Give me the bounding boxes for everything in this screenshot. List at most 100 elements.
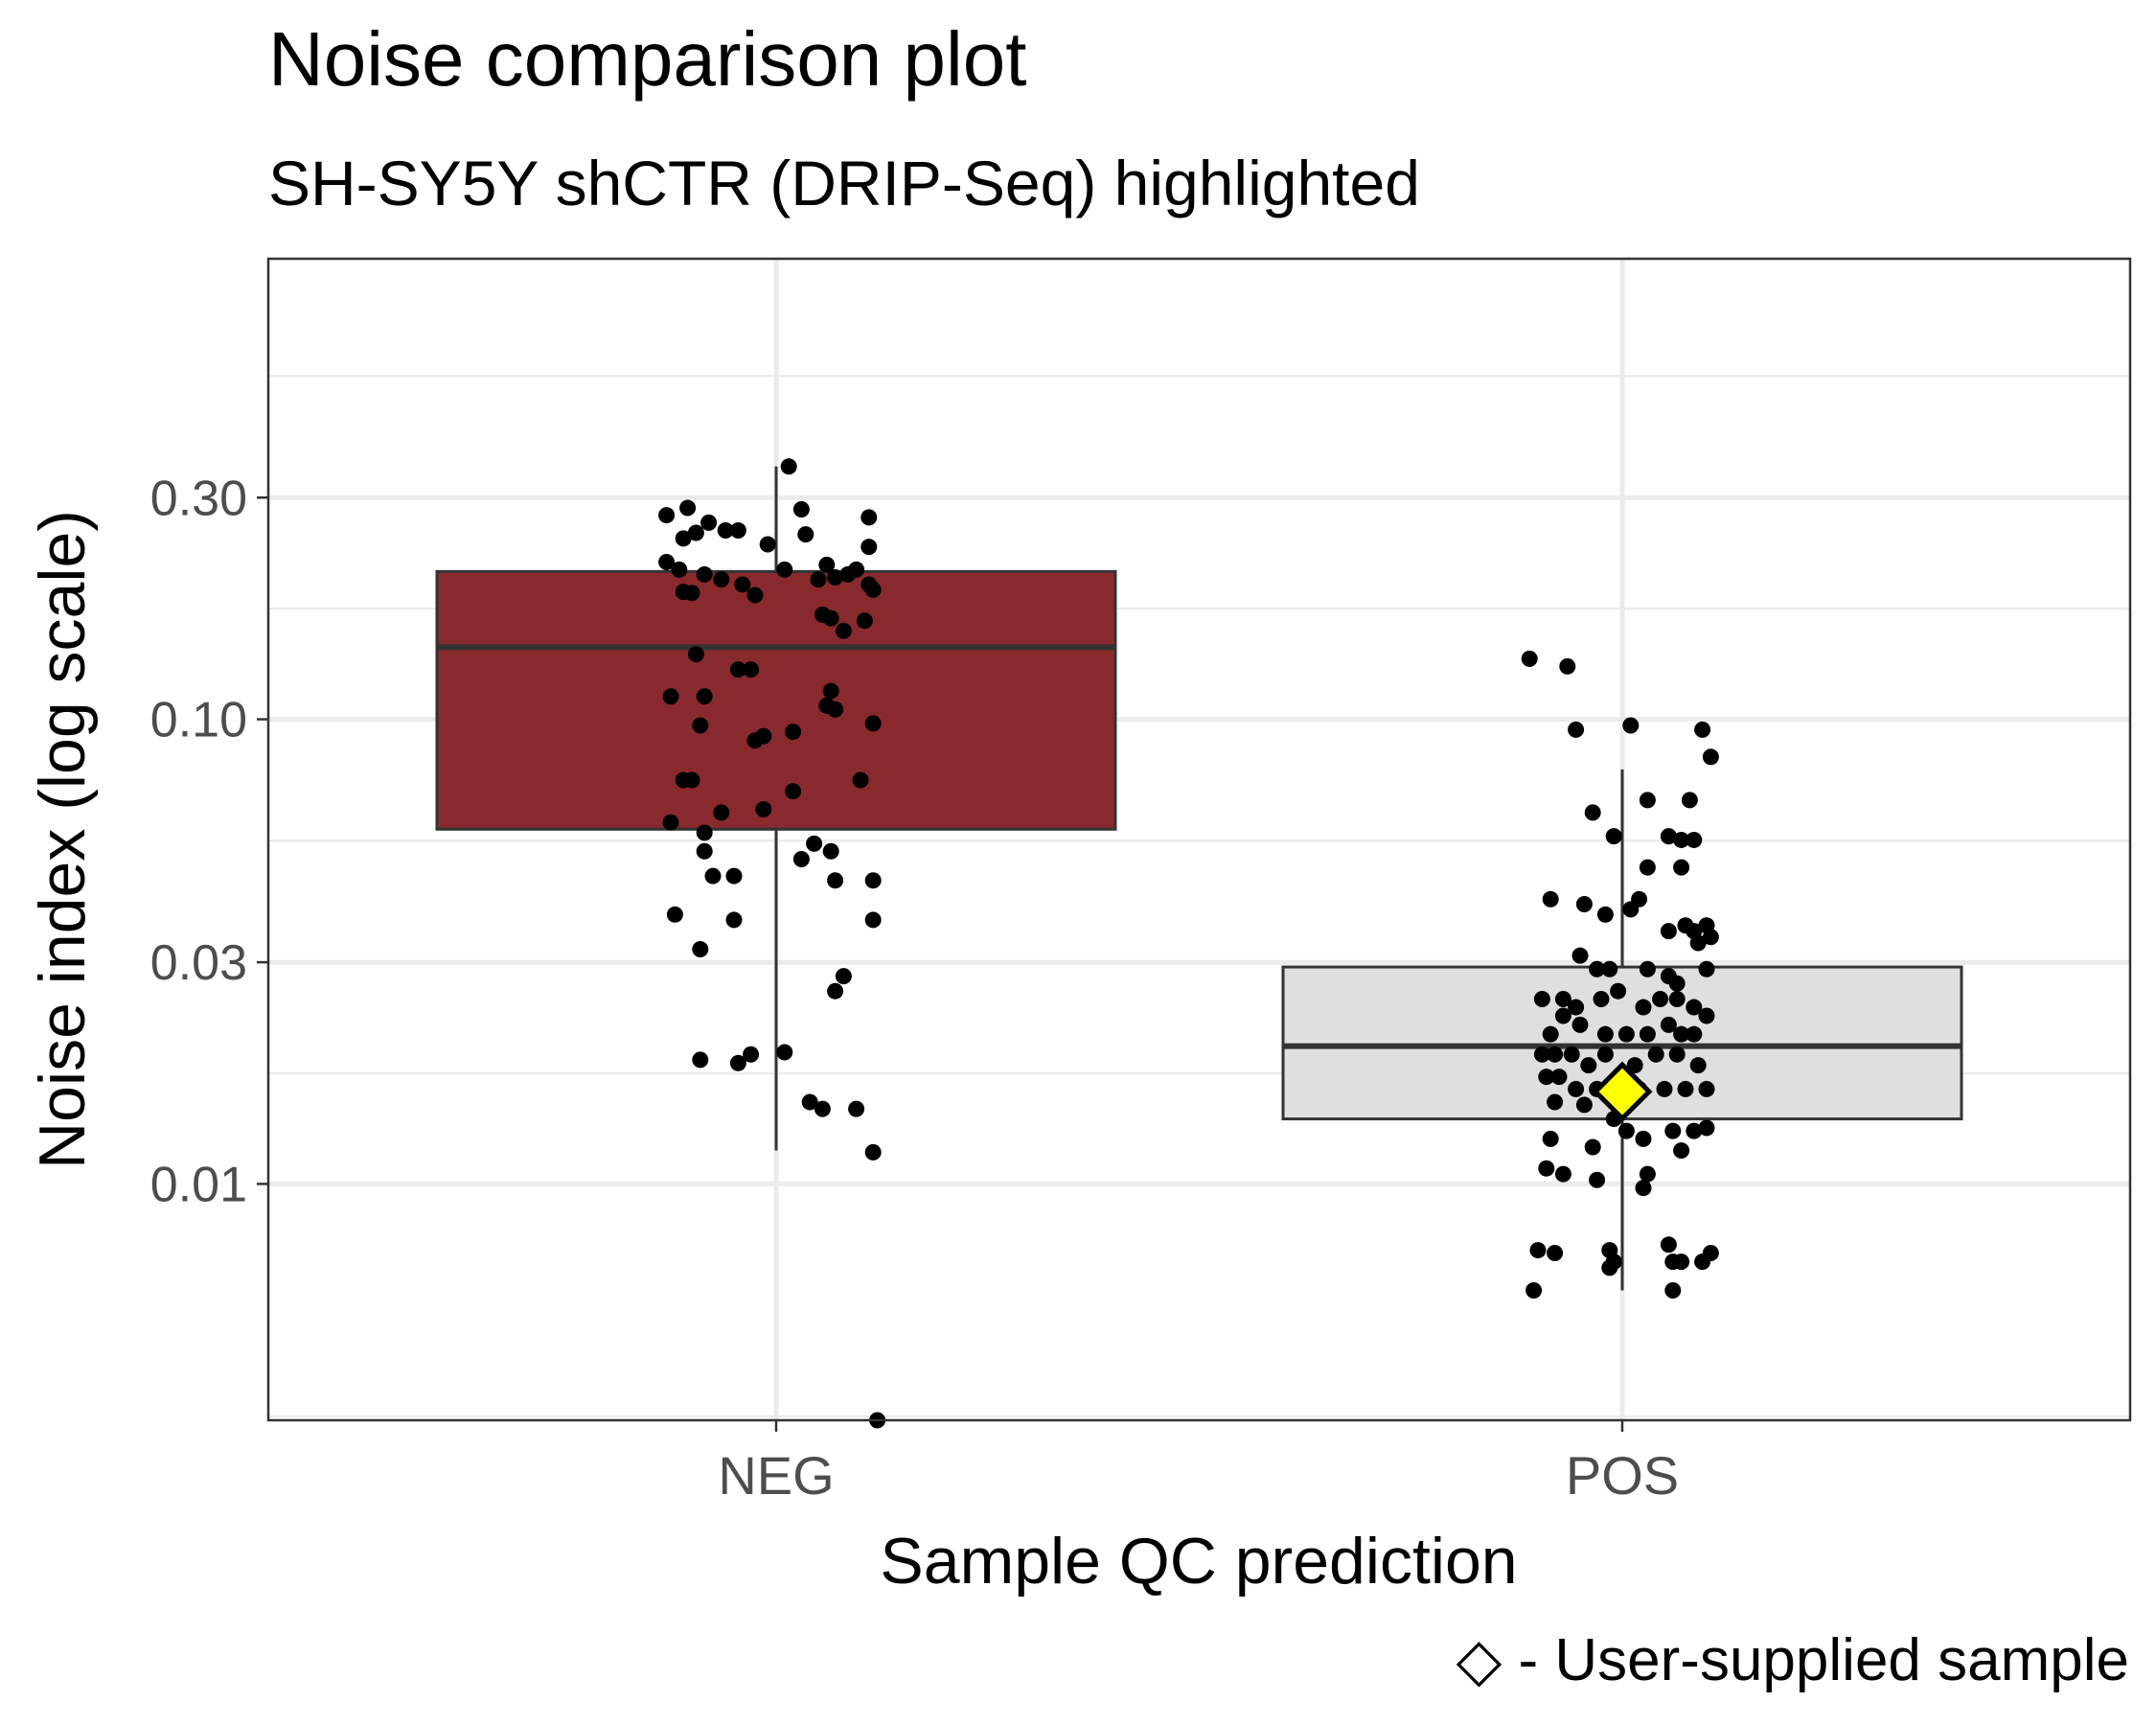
data-point (1698, 960, 1715, 978)
point-layer (658, 458, 1719, 1429)
data-point (1571, 1016, 1589, 1033)
data-point (822, 842, 839, 860)
data-point (1547, 1046, 1564, 1063)
data-point (864, 911, 882, 929)
data-point (1547, 1245, 1564, 1262)
data-point (692, 1051, 709, 1069)
data-point (729, 1054, 746, 1071)
data-point (1584, 1138, 1601, 1156)
data-point (1673, 1025, 1690, 1043)
x-tick-label: POS (1566, 1445, 1679, 1506)
data-point (729, 661, 746, 678)
data-point (675, 530, 692, 547)
data-point (1664, 1122, 1682, 1139)
data-point (755, 801, 772, 818)
y-tick-label: 0.01 (150, 1157, 247, 1212)
data-point (848, 561, 865, 578)
data-point (662, 814, 679, 831)
chart-title: Noise comparison plot (268, 16, 1027, 102)
data-point (1542, 1025, 1559, 1043)
data-point (1677, 1080, 1694, 1097)
data-point (700, 514, 718, 531)
data-point (780, 458, 797, 475)
data-point (1652, 990, 1669, 1007)
data-point (797, 526, 814, 543)
data-point (683, 771, 700, 789)
data-point (658, 507, 676, 524)
data-point (696, 565, 713, 583)
box-body (435, 569, 1117, 831)
data-point (1686, 831, 1703, 848)
data-point (725, 867, 743, 885)
data-point (1601, 960, 1618, 978)
data-point (1673, 1254, 1690, 1271)
legend-caption: ◇ - User-supplied sample (1456, 1627, 2129, 1693)
data-point (835, 622, 852, 639)
data-point (860, 539, 878, 556)
data-point (1639, 1025, 1656, 1043)
data-point (658, 553, 676, 570)
data-point (759, 536, 776, 553)
data-point (848, 1100, 865, 1117)
data-point (1575, 896, 1593, 913)
data-point (1635, 1130, 1652, 1147)
data-point (692, 940, 709, 957)
axis-layer: 0.01 0.03 0.10 0.30 NEG POS (150, 471, 1679, 1506)
data-point (696, 688, 713, 705)
y-tick-label: 0.10 (150, 693, 247, 748)
data-point (1635, 999, 1652, 1016)
data-point (1605, 1254, 1622, 1271)
data-point (666, 906, 683, 923)
data-point (679, 499, 697, 517)
data-point (1568, 721, 1585, 738)
data-point (1639, 960, 1656, 978)
data-point (1660, 923, 1677, 940)
data-point (1584, 804, 1601, 821)
data-point (856, 612, 873, 630)
data-point (1673, 831, 1690, 848)
data-point (1660, 1236, 1677, 1254)
data-point (1656, 1080, 1673, 1097)
data-point (835, 968, 852, 985)
data-point (814, 1100, 831, 1117)
data-point (810, 571, 827, 588)
data-point (696, 824, 713, 841)
y-axis-title: Noise index (log scale) (26, 510, 99, 1169)
data-point (696, 842, 713, 860)
data-point (1542, 1130, 1559, 1147)
data-point (662, 688, 679, 705)
data-point (683, 585, 700, 602)
data-point (864, 1143, 882, 1161)
data-point (1686, 1122, 1703, 1139)
data-point (1550, 1069, 1568, 1086)
data-point (822, 610, 839, 627)
data-point (1563, 1046, 1580, 1063)
data-point (717, 521, 734, 539)
data-point (1702, 748, 1719, 766)
data-point (1686, 999, 1703, 1016)
data-point (1538, 1160, 1555, 1177)
data-point (671, 561, 688, 578)
data-point (785, 783, 802, 800)
data-point (860, 509, 878, 526)
data-point (1660, 1016, 1677, 1033)
data-point (822, 682, 839, 700)
data-point (827, 872, 844, 889)
data-point (1617, 1122, 1635, 1139)
data-point (729, 521, 746, 539)
data-point (1571, 947, 1589, 964)
data-point (1529, 1242, 1547, 1259)
data-point (1554, 1007, 1571, 1024)
data-point (801, 1093, 818, 1111)
data-point (725, 911, 743, 929)
data-point (776, 1044, 793, 1061)
data-point (1568, 1080, 1585, 1097)
data-point (776, 561, 793, 578)
data-point (1639, 792, 1656, 809)
y-tick-label: 0.30 (150, 471, 247, 526)
data-point (743, 1046, 760, 1063)
data-point (1647, 1046, 1664, 1063)
data-point (1694, 721, 1711, 738)
data-point (1610, 982, 1627, 1000)
data-point (746, 586, 764, 604)
